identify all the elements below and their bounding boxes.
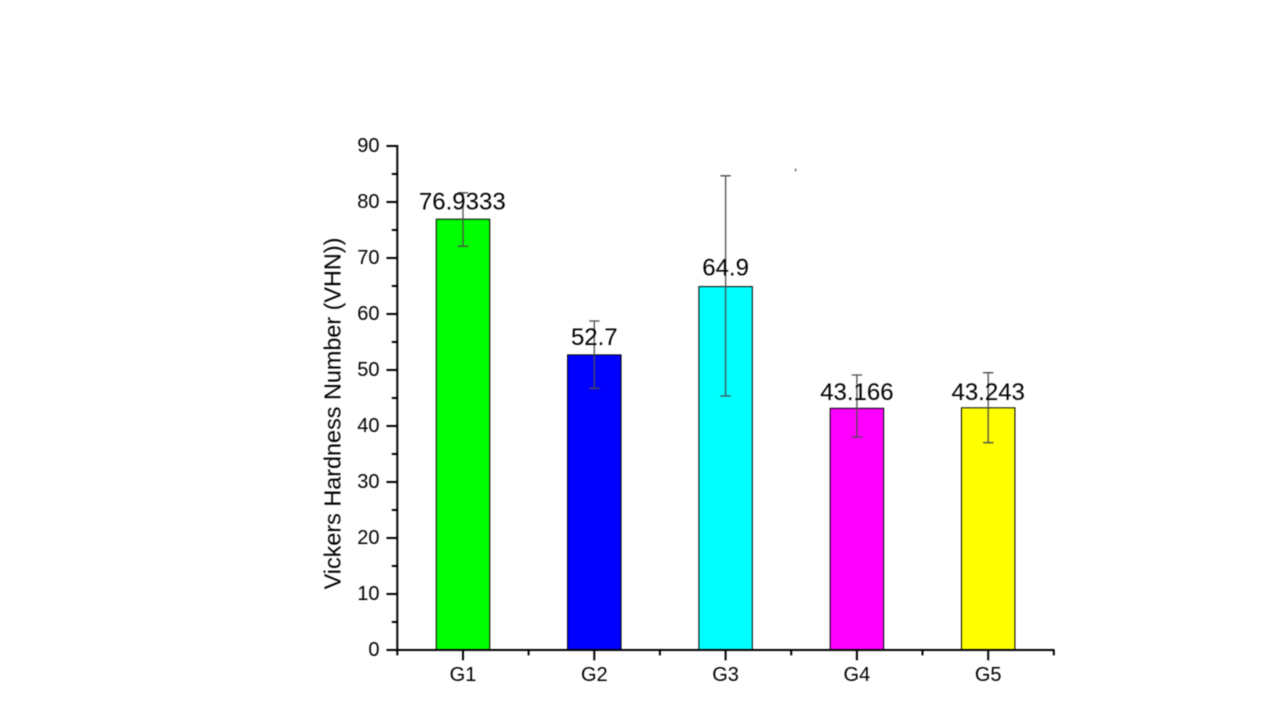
svg-text:G2: G2	[581, 664, 608, 686]
svg-text:20: 20	[357, 527, 379, 549]
svg-text:G1: G1	[450, 664, 477, 686]
svg-text:G3: G3	[712, 664, 739, 686]
svg-text:70: 70	[357, 247, 379, 269]
svg-text:80: 80	[357, 191, 379, 213]
svg-text:30: 30	[357, 471, 379, 493]
svg-text:G5: G5	[975, 664, 1002, 686]
svg-text:G4: G4	[844, 664, 871, 686]
svg-text:52.7: 52.7	[571, 324, 618, 351]
svg-text:90: 90	[357, 135, 379, 157]
svg-text:64.9: 64.9	[702, 255, 749, 282]
svg-text:40: 40	[357, 415, 379, 437]
svg-text:10: 10	[357, 583, 379, 605]
svg-text:76.9333: 76.9333	[419, 189, 506, 216]
svg-text:0: 0	[368, 639, 379, 661]
svg-text:Vickers Hardness Number (VHN)): Vickers Hardness Number (VHN))	[319, 238, 345, 590]
svg-text:60: 60	[357, 303, 379, 325]
svg-text:50: 50	[357, 359, 379, 381]
svg-text:43.166: 43.166	[820, 379, 893, 406]
svg-text:43.243: 43.243	[951, 379, 1024, 406]
